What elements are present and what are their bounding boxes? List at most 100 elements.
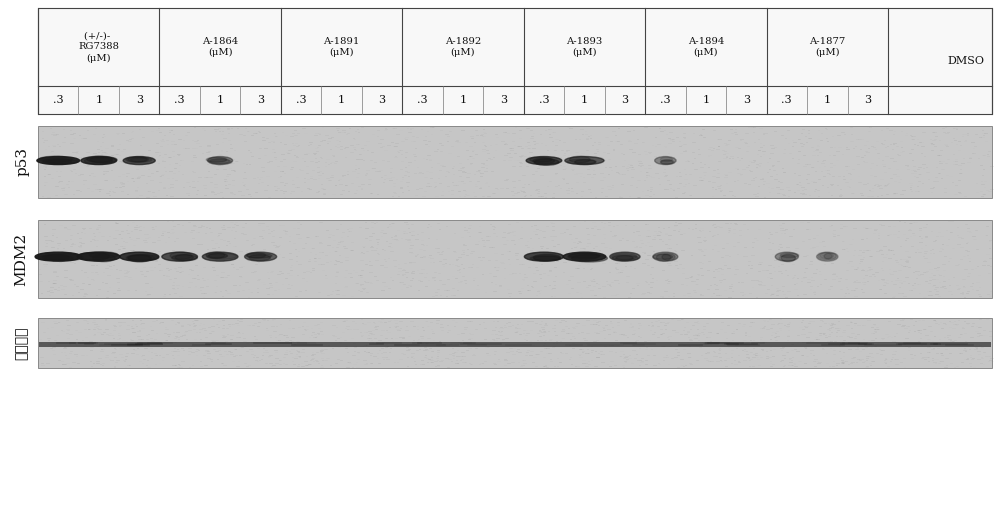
Text: 1: 1 bbox=[824, 95, 831, 105]
Ellipse shape bbox=[207, 253, 237, 259]
Text: .3: .3 bbox=[174, 95, 185, 105]
Text: DMSO: DMSO bbox=[948, 56, 984, 66]
Ellipse shape bbox=[202, 252, 238, 261]
Ellipse shape bbox=[126, 157, 149, 162]
Ellipse shape bbox=[89, 252, 118, 258]
Text: A-1892
(μM): A-1892 (μM) bbox=[445, 37, 481, 57]
Ellipse shape bbox=[779, 256, 796, 261]
Text: (+/-)- 
RG7388
(μM): (+/-)- RG7388 (μM) bbox=[78, 31, 119, 63]
Ellipse shape bbox=[565, 157, 604, 165]
Text: A-1864
(μM): A-1864 (μM) bbox=[202, 37, 238, 57]
Ellipse shape bbox=[120, 252, 159, 261]
Ellipse shape bbox=[245, 252, 277, 261]
Text: .3: .3 bbox=[781, 95, 792, 105]
Ellipse shape bbox=[123, 157, 155, 165]
Ellipse shape bbox=[93, 254, 115, 262]
Ellipse shape bbox=[775, 252, 798, 261]
Ellipse shape bbox=[655, 157, 676, 165]
Text: 3: 3 bbox=[864, 95, 871, 105]
Text: .3: .3 bbox=[539, 95, 549, 105]
Ellipse shape bbox=[37, 157, 80, 165]
Ellipse shape bbox=[128, 254, 159, 260]
Ellipse shape bbox=[524, 252, 564, 261]
Text: 1: 1 bbox=[95, 95, 102, 105]
Ellipse shape bbox=[87, 156, 112, 162]
Ellipse shape bbox=[569, 156, 590, 163]
Ellipse shape bbox=[563, 252, 606, 261]
Text: .3: .3 bbox=[660, 95, 671, 105]
Text: A-1891
(μM): A-1891 (μM) bbox=[323, 37, 360, 57]
Ellipse shape bbox=[170, 252, 192, 259]
Ellipse shape bbox=[208, 157, 233, 165]
Ellipse shape bbox=[90, 157, 117, 163]
Text: MDM2: MDM2 bbox=[14, 232, 28, 286]
Ellipse shape bbox=[612, 255, 633, 261]
Ellipse shape bbox=[817, 252, 838, 261]
Ellipse shape bbox=[35, 252, 81, 261]
Ellipse shape bbox=[662, 253, 675, 260]
Ellipse shape bbox=[128, 157, 147, 162]
Ellipse shape bbox=[126, 255, 155, 261]
Bar bbox=[38, 126, 992, 198]
Text: 肌动蛋白: 肌动蛋白 bbox=[14, 326, 28, 360]
Bar bbox=[38, 220, 992, 298]
Ellipse shape bbox=[661, 160, 673, 164]
Ellipse shape bbox=[780, 253, 799, 258]
Ellipse shape bbox=[162, 252, 197, 261]
Text: A-1877
(μM): A-1877 (μM) bbox=[809, 37, 845, 57]
Bar bbox=[39, 342, 991, 346]
Ellipse shape bbox=[526, 157, 562, 165]
Ellipse shape bbox=[533, 254, 561, 261]
Ellipse shape bbox=[534, 159, 559, 165]
Text: 3: 3 bbox=[500, 95, 507, 105]
Text: 3: 3 bbox=[743, 95, 750, 105]
Ellipse shape bbox=[206, 252, 225, 258]
Text: p53: p53 bbox=[16, 147, 30, 176]
Text: 1: 1 bbox=[217, 95, 224, 105]
Ellipse shape bbox=[84, 157, 112, 164]
Ellipse shape bbox=[128, 255, 151, 262]
Text: .3: .3 bbox=[296, 95, 306, 105]
Text: 1: 1 bbox=[338, 95, 345, 105]
Ellipse shape bbox=[77, 252, 109, 260]
Ellipse shape bbox=[530, 256, 560, 260]
Ellipse shape bbox=[612, 253, 637, 260]
Ellipse shape bbox=[39, 156, 72, 162]
Ellipse shape bbox=[818, 252, 832, 260]
Ellipse shape bbox=[781, 254, 795, 262]
Ellipse shape bbox=[616, 256, 638, 260]
Ellipse shape bbox=[209, 158, 230, 164]
Ellipse shape bbox=[653, 254, 673, 259]
Text: 3: 3 bbox=[621, 95, 628, 105]
Ellipse shape bbox=[568, 253, 599, 260]
Ellipse shape bbox=[246, 253, 272, 258]
Ellipse shape bbox=[530, 157, 552, 162]
Text: 3: 3 bbox=[136, 95, 143, 105]
Ellipse shape bbox=[575, 159, 596, 164]
Ellipse shape bbox=[534, 256, 560, 261]
Ellipse shape bbox=[824, 253, 836, 259]
Text: 1: 1 bbox=[459, 95, 467, 105]
Ellipse shape bbox=[172, 254, 197, 261]
Bar bbox=[38, 318, 992, 368]
Text: .3: .3 bbox=[53, 95, 64, 105]
Ellipse shape bbox=[660, 160, 674, 164]
Text: 3: 3 bbox=[257, 95, 264, 105]
Ellipse shape bbox=[820, 252, 833, 259]
Ellipse shape bbox=[43, 158, 71, 164]
Ellipse shape bbox=[533, 158, 554, 164]
Ellipse shape bbox=[247, 253, 266, 258]
Ellipse shape bbox=[36, 256, 73, 260]
Ellipse shape bbox=[656, 253, 671, 261]
Text: A-1893
(μM): A-1893 (μM) bbox=[566, 37, 603, 57]
Ellipse shape bbox=[660, 157, 672, 162]
Ellipse shape bbox=[81, 157, 117, 165]
Text: 1: 1 bbox=[581, 95, 588, 105]
Text: .3: .3 bbox=[417, 95, 428, 105]
Ellipse shape bbox=[42, 254, 69, 260]
Ellipse shape bbox=[567, 159, 596, 164]
Ellipse shape bbox=[569, 253, 600, 258]
Text: 1: 1 bbox=[702, 95, 709, 105]
Ellipse shape bbox=[572, 254, 607, 262]
Bar bbox=[38, 8, 992, 114]
